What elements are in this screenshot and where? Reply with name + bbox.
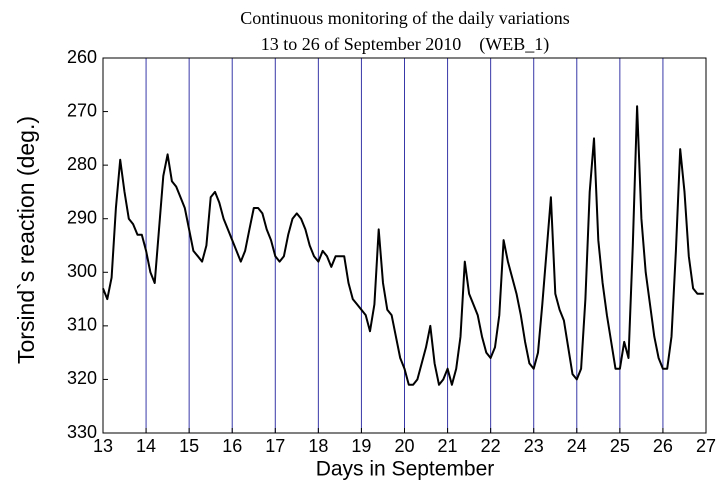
- y-tick-label: 270: [67, 100, 97, 120]
- chart-subtitle: 13 to 26 of September 2010 (WEB_1): [261, 34, 549, 55]
- x-tick-label: 27: [696, 436, 716, 456]
- data-line: [102, 105, 704, 386]
- x-tick-label: 23: [524, 436, 544, 456]
- x-tick-label: 25: [610, 436, 630, 456]
- y-tick-label: 300: [67, 261, 97, 281]
- y-tick-label: 280: [67, 154, 97, 174]
- y-tick-label: 260: [67, 47, 97, 67]
- chart-title: Continuous monitoring of the daily varia…: [240, 8, 569, 28]
- x-tick-label: 16: [222, 436, 242, 456]
- x-tick-label: 26: [653, 436, 673, 456]
- x-tick-label: 18: [308, 436, 328, 456]
- x-tick-label: 20: [394, 436, 414, 456]
- x-tick-label: 22: [481, 436, 501, 456]
- x-tick-label: 17: [265, 436, 285, 456]
- x-axis-label: Days in September: [316, 458, 495, 481]
- x-tick-label: 24: [567, 436, 587, 456]
- x-tick-label: 13: [93, 436, 113, 456]
- x-tick-label: 15: [179, 436, 199, 456]
- y-tick-label: 330: [67, 422, 97, 442]
- plot-frame: [102, 57, 707, 434]
- x-tick-label: 19: [351, 436, 371, 456]
- y-tick-label: 320: [67, 368, 97, 388]
- y-axis-label: Torsind`s reaction (deg.): [13, 116, 39, 364]
- y-tick-label: 290: [67, 207, 97, 227]
- y-tick-label: 310: [67, 315, 97, 335]
- x-tick-label: 14: [136, 436, 156, 456]
- x-tick-label: 21: [438, 436, 458, 456]
